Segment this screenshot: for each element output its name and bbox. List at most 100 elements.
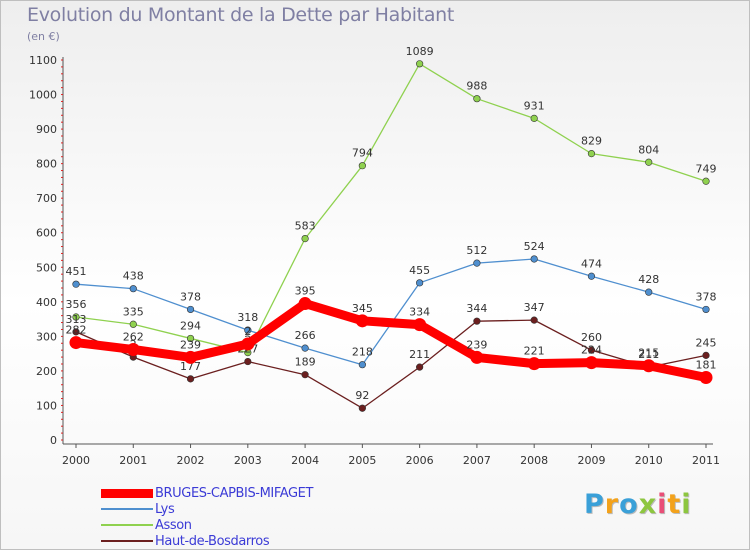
series-line [75,258,707,366]
data-label: 451 [66,265,87,278]
data-label: 211 [409,348,430,361]
data-point [186,334,195,343]
y-tick-label: 200 [36,365,57,378]
data-point [186,375,195,383]
data-point [702,351,710,359]
legend-label: Haut-de-Bosdarros [155,533,270,549]
data-label: 282 [66,324,87,337]
data-label: 239 [180,338,201,351]
logo-letter: t [667,489,682,520]
legend-swatch [101,488,153,498]
legend-swatch [101,524,153,526]
x-tick-label: 2001 [119,454,147,467]
data-point [645,288,653,296]
data-label: 512 [466,244,487,257]
data-point [530,255,538,263]
data-point [72,280,80,288]
legend: BRUGES-CAPBIS-MIFAGET Lys Asson Haut-de-Bos… [101,485,313,549]
x-tick-label: 2007 [463,454,491,467]
x-tick-label: 2005 [348,454,376,467]
data-label: 313 [66,313,87,326]
data-label: 92 [355,389,369,402]
logo-letter: i [681,489,692,520]
series-line [75,319,707,409]
data-label: 988 [466,80,487,93]
logo-letter: x [638,489,658,520]
data-label: 794 [352,147,373,160]
data-label: 455 [409,264,430,277]
data-point [587,346,596,354]
logo-letter: i [657,489,668,520]
data-point [702,177,710,185]
data-label: 428 [638,273,659,286]
legend-item: Haut-de-Bosdarros [101,533,313,549]
y-tick-label: 0 [50,434,57,447]
data-point [129,285,137,293]
data-point [69,336,83,350]
legend-item: Lys [101,501,313,517]
data-point [587,150,596,158]
data-label: 245 [696,336,717,349]
data-label: 260 [581,331,602,344]
data-label: 2 [244,325,251,338]
data-label: 334 [409,306,430,319]
data-label: 266 [295,329,316,342]
data-label: 224 [581,344,602,357]
data-point [699,370,713,384]
series-line [71,299,711,382]
data-label: 524 [524,240,545,253]
data-label: 177 [180,360,201,373]
y-tick-label: 1100 [29,54,57,67]
data-label: 215 [638,347,659,360]
data-point [416,279,424,287]
data-point [301,235,309,243]
y-tick-label: 600 [36,227,57,240]
y-tick-label: 1000 [29,89,57,102]
data-point [642,359,656,373]
legend-swatch [101,508,153,510]
data-point [358,361,366,369]
y-tick-label: 400 [36,296,57,309]
data-label: 344 [466,302,487,315]
x-tick-label: 2008 [520,454,548,467]
legend-swatch [101,540,153,542]
data-label: 294 [180,319,201,332]
data-label: 347 [524,301,545,314]
series-line [75,63,707,354]
data-point [355,314,369,328]
data-label: 438 [123,270,144,283]
y-tick-label: 500 [36,261,57,274]
x-tick-label: 2011 [692,454,720,467]
x-tick-label: 2003 [234,454,262,467]
data-label: 378 [696,290,717,303]
logo-letter: P [584,489,605,520]
proxiti-logo: Proxiti [584,489,692,520]
y-tick-label: 800 [36,158,57,171]
chart-subtitle: (en €) [27,30,60,43]
data-point [473,317,481,325]
data-point [530,316,538,324]
data-label: 749 [696,162,717,175]
data-point [413,318,427,332]
legend-item: BRUGES-CAPBIS-MIFAGET [101,485,313,501]
legend-item: Asson [101,517,313,533]
logo-letter: r [604,489,620,520]
data-point [584,356,598,370]
data-label: 221 [524,345,545,358]
data-point [301,371,309,379]
data-point [587,272,596,280]
data-label: 804 [638,143,659,156]
data-label: 583 [295,220,316,233]
legend-label: BRUGES-CAPBIS-MIFAGET [155,485,314,501]
data-point [473,259,481,267]
data-point [241,337,255,351]
data-point [527,357,541,371]
data-label: 189 [295,356,316,369]
x-tick-label: 2004 [291,454,319,467]
data-label: 474 [581,257,602,270]
data-label: 218 [352,346,373,359]
y-tick-label: 700 [36,192,57,205]
data-point [702,305,710,314]
data-label: 829 [581,135,602,148]
